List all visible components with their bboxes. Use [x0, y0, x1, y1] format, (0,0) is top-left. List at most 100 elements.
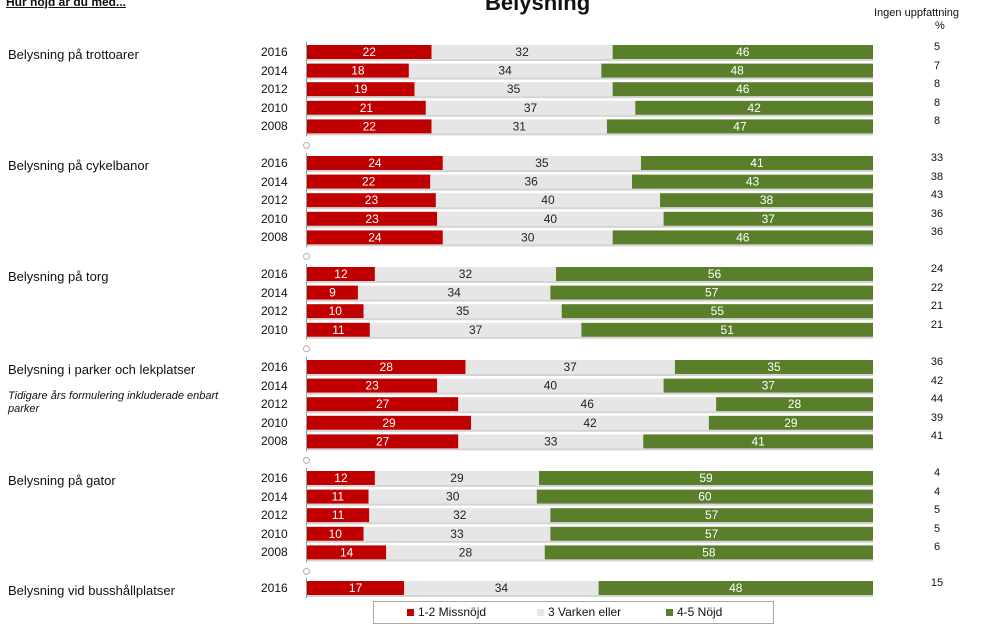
no-opinion-value: 4 [933, 485, 941, 498]
bar-segment-dissatisfied [307, 304, 364, 319]
data-label-neutral: 32 [515, 45, 529, 59]
bar-segment-dissatisfied [307, 415, 472, 430]
no-opinion-value: 42 [930, 374, 944, 387]
group-separator [303, 567, 310, 575]
bar-segment-neutral [458, 397, 717, 412]
data-label-dissatisfied: 19 [354, 82, 368, 96]
bar-shadow [307, 188, 873, 191]
data-label-neutral: 46 [581, 397, 595, 411]
data-label-satisfied: 37 [762, 379, 776, 393]
data-label-neutral: 32 [459, 267, 473, 281]
no-opinion-value: 36 [930, 226, 944, 239]
bar-segment-dissatisfied [307, 378, 438, 393]
data-label-satisfied: 41 [751, 434, 765, 448]
data-label-dissatisfied: 22 [363, 45, 377, 59]
bar-shadow [307, 281, 873, 283]
bar-segment-neutral [431, 45, 613, 59]
bar-segment-dissatisfied [307, 211, 438, 226]
year-tick-label: 2010 [261, 211, 288, 226]
year-tick-label: 2016 [261, 45, 288, 59]
bar-segment-dissatisfied [307, 267, 375, 281]
data-label-neutral: 35 [535, 156, 549, 170]
no-opinion-value: 5 [933, 522, 941, 535]
no-opinion-value: 21 [930, 300, 944, 313]
bar-segment-satisfied [663, 211, 873, 226]
data-label-satisfied: 48 [730, 64, 744, 78]
bar-segment-satisfied [556, 267, 873, 281]
bar-segment-dissatisfied [307, 508, 370, 523]
bar-segment-neutral [369, 508, 551, 523]
bar-segment-dissatisfied [307, 119, 432, 134]
legend-swatch-neutral [537, 609, 544, 616]
data-label-neutral: 33 [450, 527, 464, 541]
no-opinion-value: 7 [933, 59, 941, 72]
bar-segment-neutral [414, 82, 613, 97]
question-heading: Hur nöjd är du med... [6, 0, 127, 9]
data-label-neutral: 35 [456, 304, 470, 318]
data-label-neutral: 35 [507, 82, 521, 96]
no-opinion-value: 22 [930, 281, 944, 294]
year-tick-label: 2012 [261, 397, 288, 412]
year-tick-label: 2012 [261, 193, 288, 208]
bar-segment-dissatisfied [307, 63, 409, 78]
data-label-neutral: 37 [564, 360, 578, 374]
data-label-satisfied: 48 [729, 581, 743, 595]
data-label-satisfied: 56 [708, 267, 722, 281]
data-label-satisfied: 60 [698, 490, 712, 504]
bar-segment-neutral [404, 581, 599, 595]
data-label-neutral: 40 [544, 379, 558, 393]
bar-segment-dissatisfied [307, 100, 426, 115]
bar-shadow [307, 392, 873, 395]
bar-segment-satisfied [536, 489, 873, 504]
year-tick-label: 2008 [261, 230, 288, 245]
bar-segment-satisfied [660, 193, 873, 208]
bar-segment-neutral [435, 193, 661, 208]
bar-segment-dissatisfied [307, 230, 443, 245]
bar-segment-satisfied [674, 360, 873, 374]
year-tick-label: 2014 [261, 285, 288, 300]
bar-shadow [307, 429, 873, 432]
bar-shadow [307, 522, 873, 525]
data-label-dissatisfied: 12 [334, 267, 348, 281]
legend-swatch-dissatisfied [407, 609, 414, 616]
data-label-dissatisfied: 29 [382, 416, 396, 430]
group-separator [303, 141, 310, 149]
bar-segment-neutral [465, 360, 675, 374]
year-tick-label: 2008 [261, 119, 288, 134]
year-tick-label: 2016 [261, 267, 288, 281]
data-label-dissatisfied: 12 [334, 471, 348, 485]
year-tick-label: 2014 [261, 174, 288, 189]
category-label: Belysning på cykelbanor [8, 158, 149, 173]
year-tick-label: 2012 [261, 304, 288, 319]
no-opinion-value: 33 [930, 152, 944, 164]
no-opinion-value: 44 [930, 393, 944, 406]
bar-segment-satisfied [550, 285, 873, 300]
data-label-neutral: 42 [583, 416, 597, 430]
data-label-dissatisfied: 10 [329, 304, 343, 318]
bar-shadow [307, 411, 873, 414]
bar-segment-neutral [374, 267, 557, 281]
year-tick-label: 2008 [261, 434, 288, 449]
data-label-satisfied: 57 [705, 508, 719, 522]
bar-segment-satisfied [708, 415, 873, 430]
bar-segment-neutral [363, 526, 551, 541]
chart-title: Belysning [485, 0, 591, 15]
data-label-satisfied: 38 [760, 193, 774, 207]
data-label-satisfied: 51 [721, 323, 735, 337]
bar-segment-satisfied [635, 100, 873, 115]
bar-segment-neutral [442, 156, 641, 170]
year-tick-label: 2008 [261, 545, 288, 560]
data-label-dissatisfied: 21 [360, 101, 374, 115]
bar-shadow [307, 485, 873, 487]
bar-segment-dissatisfied [307, 581, 405, 595]
data-label-satisfied: 46 [736, 230, 750, 244]
bar-shadow [307, 77, 873, 80]
bar-segment-satisfied [601, 63, 873, 78]
bar-shadow [307, 299, 873, 302]
group-separator [303, 345, 310, 353]
bar-segment-dissatisfied [307, 174, 431, 189]
data-label-satisfied: 58 [702, 545, 716, 559]
bar-shadow [307, 374, 873, 376]
data-label-dissatisfied: 17 [349, 581, 363, 595]
no-opinion-value: 15 [930, 577, 944, 589]
